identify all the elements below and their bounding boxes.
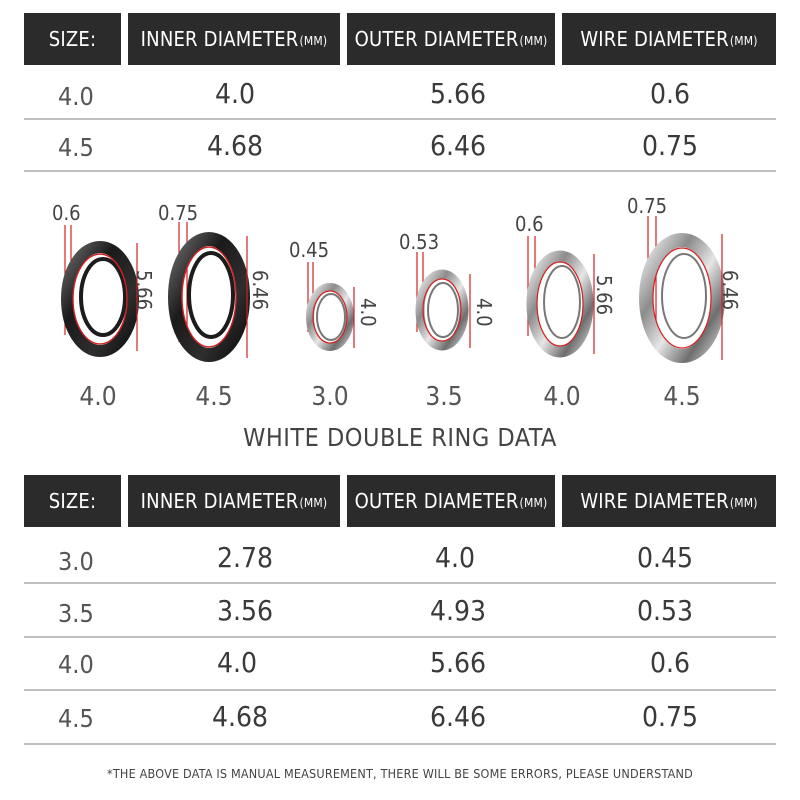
section-title: WHITE DOUBLE RING DATA [243, 423, 557, 452]
footnote: *THE ABOVE DATA IS MANUAL MEASUREMENT, T… [107, 766, 693, 781]
top-row2-size: 4.5 [58, 133, 94, 162]
bottom-row4-outer: 6.46 [430, 700, 487, 733]
row-divider [24, 582, 776, 584]
bottom-row1-inner: 2.78 [217, 541, 274, 574]
ring3-size-label: 3.0 [311, 382, 349, 412]
ring4-wire-label: 0.53 [399, 230, 440, 254]
bottom-row1-wire: 0.45 [637, 541, 694, 574]
top-header-size: SIZE: [24, 13, 121, 65]
bottom-header-outer: OUTER DIAMETER (MM) [347, 475, 555, 527]
top-header-wire: WIRE DIAMETER (MM) [562, 13, 776, 65]
ring6-outer-label: 6.46 [718, 270, 742, 311]
top-row1-inner: 4.0 [215, 77, 256, 110]
ring3-icon [306, 262, 355, 351]
top-row1-wire: 0.6 [650, 77, 691, 110]
ring2-wire-label: 0.75 [158, 201, 199, 225]
ring4-size-label: 3.5 [425, 382, 463, 412]
bottom-row1-outer: 4.0 [435, 541, 476, 574]
ring4-icon [415, 252, 471, 351]
bottom-row2-outer: 4.93 [430, 594, 487, 627]
bottom-row2-wire: 0.53 [637, 594, 694, 627]
top-row1-size: 4.0 [58, 82, 94, 111]
top-header-outer: OUTER DIAMETER (MM) [347, 13, 555, 65]
ring1-size-label: 4.0 [79, 382, 117, 412]
bottom-header-wire: WIRE DIAMETER (MM) [562, 475, 776, 527]
ring6-wire-label: 0.75 [627, 194, 668, 218]
ring5-icon [526, 236, 595, 358]
bottom-row1-size: 3.0 [58, 547, 94, 576]
bottom-row4-size: 4.5 [58, 704, 94, 733]
bottom-row2-size: 3.5 [58, 599, 94, 628]
row-divider [24, 170, 776, 172]
row-divider [24, 118, 776, 120]
row-divider [24, 743, 776, 745]
top-row2-inner: 4.68 [207, 129, 264, 162]
bottom-row3-outer: 5.66 [430, 646, 487, 679]
ring3-wire-label: 0.45 [289, 238, 330, 262]
ring1-outer-label: 5.66 [132, 270, 156, 311]
bottom-header-inner: INNER DIAMETER (MM) [128, 475, 340, 527]
ring2-size-label: 4.5 [195, 382, 233, 412]
top-row2-wire: 0.75 [642, 129, 699, 162]
bottom-row3-wire: 0.6 [650, 646, 691, 679]
ring4-outer-label: 4.0 [472, 298, 496, 327]
bottom-row2-inner: 3.56 [217, 594, 274, 627]
bottom-row4-wire: 0.75 [642, 700, 699, 733]
ring1-wire-label: 0.6 [52, 201, 81, 225]
top-row1-outer: 5.66 [430, 77, 487, 110]
ring5-size-label: 4.0 [543, 382, 581, 412]
ring5-outer-label: 5.66 [592, 275, 616, 316]
bottom-row3-inner: 4.0 [217, 646, 258, 679]
top-header-inner: INNER DIAMETER (MM) [128, 13, 340, 65]
top-row2-outer: 6.46 [430, 129, 487, 162]
ring6-size-label: 4.5 [663, 382, 701, 412]
ring3-outer-label: 4.0 [356, 298, 380, 327]
ring1-icon [61, 225, 139, 357]
ring6-icon [639, 216, 725, 363]
bottom-row4-inner: 4.68 [212, 700, 269, 733]
ring5-wire-label: 0.6 [515, 212, 544, 236]
ring2-outer-label: 6.46 [248, 270, 272, 311]
ring2-icon [168, 222, 250, 362]
bottom-row3-size: 4.0 [58, 650, 94, 679]
bottom-header-size: SIZE: [24, 475, 121, 527]
row-divider [24, 636, 776, 638]
row-divider [24, 689, 776, 691]
